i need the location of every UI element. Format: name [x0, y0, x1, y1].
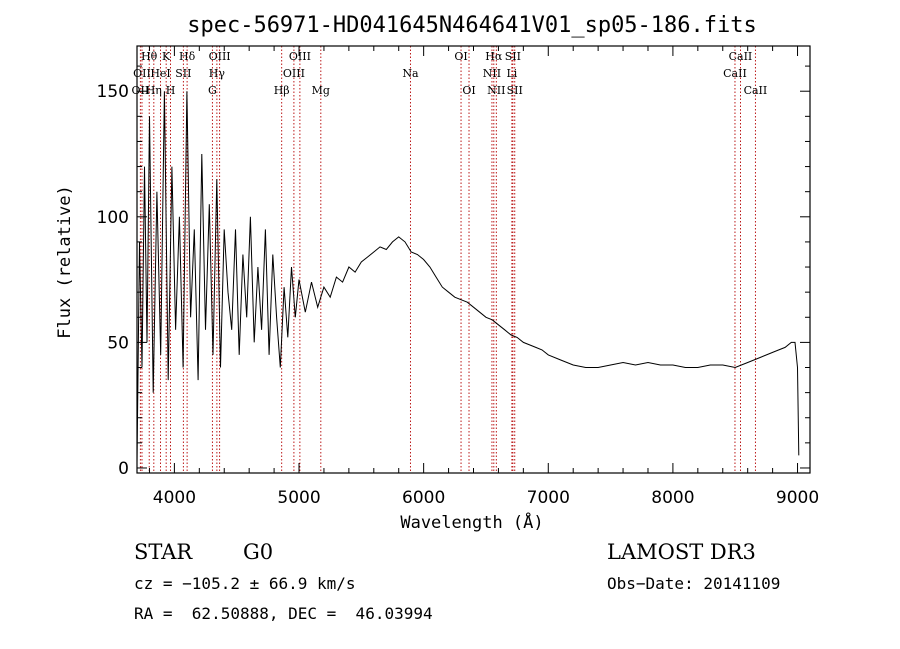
y-tick-label-0: 0 [118, 459, 129, 479]
survey-release: LAMOST DR3 [607, 540, 756, 564]
line-label-13: OIII [283, 67, 305, 80]
chart-title: spec-56971-HD041645N464641V01_sp05-186.f… [187, 13, 757, 38]
x-axis-label: Wavelength (Å) [400, 511, 543, 533]
x-tick-label-7000: 7000 [527, 488, 570, 508]
y-tick-label-50: 50 [107, 333, 129, 353]
line-label-27: CaII [744, 84, 768, 97]
observation-date: Obs−Date: 20141109 [607, 574, 781, 593]
line-label-1: Hθ [141, 50, 158, 63]
line-label-26: CaII [729, 50, 753, 63]
line-label-11: OIII [209, 50, 231, 63]
line-label-2: OII [133, 67, 151, 80]
line-label-21: NII [487, 84, 505, 97]
line-label-20: Hα [485, 50, 503, 63]
x-tick-label-5000: 5000 [277, 488, 320, 508]
line-label-8: Hδ [179, 50, 196, 63]
y-tick-label-150: 150 [97, 82, 129, 102]
y-axis-label: Flux (relative) [55, 185, 75, 339]
line-label-7: SII [175, 67, 191, 80]
x-tick-label-6000: 6000 [402, 488, 445, 508]
line-label-15: Mg [312, 84, 330, 97]
line-label-16: Na [402, 67, 419, 80]
series-spectrum [136, 91, 800, 464]
line-label-0: OII [132, 84, 150, 97]
line-label-18: OI [462, 84, 475, 97]
line-label-17: OI [454, 50, 467, 63]
line-label-6: H [166, 84, 176, 97]
x-tick-label-9000: 9000 [776, 488, 819, 508]
line-label-23: SII [505, 50, 521, 63]
line-label-9: G [208, 84, 217, 97]
object-class: STAR [134, 540, 193, 564]
line-label-24: SII [507, 84, 523, 97]
line-label-22: Li [506, 67, 517, 80]
spectral-subclass: G0 [243, 540, 274, 564]
line-label-3: Hη [146, 84, 162, 97]
line-label-14: OIII [289, 50, 311, 63]
redshift-velocity: cz = −105.2 ± 66.9 km/s [134, 574, 356, 593]
line-label-4: HeI [150, 67, 170, 80]
line-label-5: K [162, 50, 171, 63]
sky-coordinates: RA = 62.50888, DEC = 46.03994 [134, 604, 433, 623]
x-tick-label-4000: 4000 [153, 488, 196, 508]
x-tick-label-8000: 8000 [651, 488, 694, 508]
line-label-19: NII [483, 67, 501, 80]
y-tick-label-100: 100 [97, 208, 129, 228]
line-label-10: Hγ [209, 67, 226, 80]
line-label-25: CaII [723, 67, 747, 80]
line-label-12: Hβ [274, 84, 290, 97]
plot-frame [136, 45, 811, 474]
